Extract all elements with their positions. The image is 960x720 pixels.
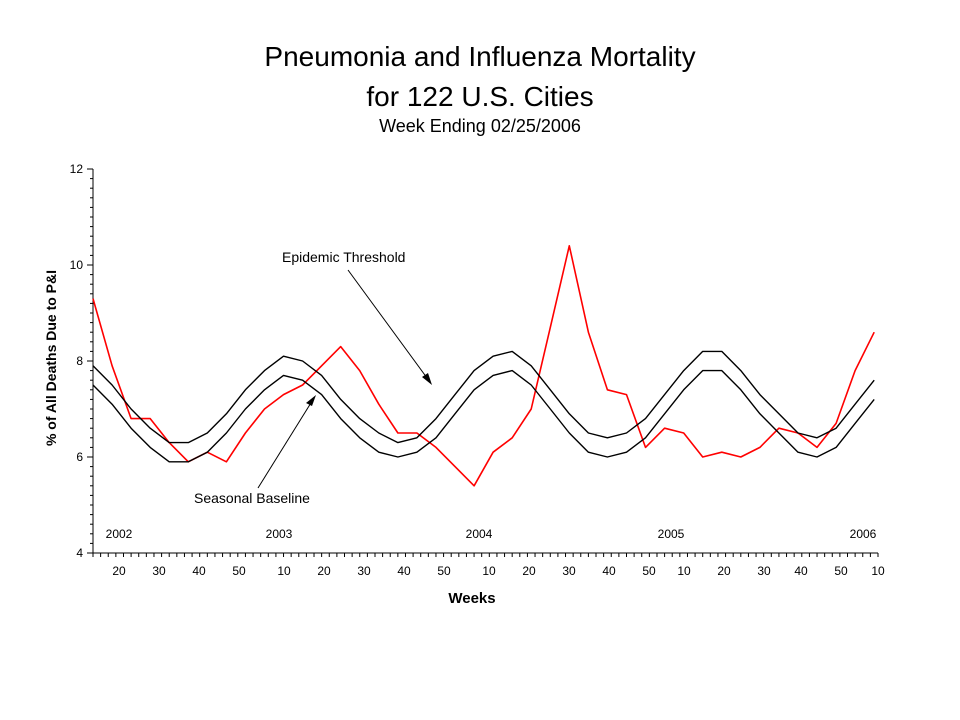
y-tick-label: 6 [76,450,83,464]
observed-line [92,245,875,487]
y-axis-label: % of All Deaths Due to P&I [43,270,59,446]
epidemic-threshold-arrow [347,269,431,383]
y-tick-label: 10 [70,258,84,272]
x-tick-label: 50 [437,564,451,578]
plot-area: 4 6 8 10 12 20 30 40 50 10 20 30 40 50 10 20 30 40 50 10 20 3… [70,162,885,578]
seasonal-baseline-annotation: Seasonal Baseline [194,490,310,506]
x-tick-label: 20 [522,564,536,578]
chart-title-line2: for 122 U.S. Cities [366,81,593,112]
x-tick-label: 30 [562,564,576,578]
x-tick-label: 20 [112,564,126,578]
seasonal-baseline-line [92,369,875,463]
x-tick-label: 50 [642,564,656,578]
seasonal-baseline-arrow [257,397,315,489]
chart-subtitle: Week Ending 02/25/2006 [379,116,581,136]
x-tick-label: 40 [192,564,206,578]
x-tick-label: 50 [834,564,848,578]
epidemic-threshold-line [92,350,875,444]
epidemic-threshold-annotation: Epidemic Threshold [282,249,405,265]
x-tick-label: 30 [152,564,166,578]
x-tick-label: 40 [397,564,411,578]
x-tick-label: 30 [757,564,771,578]
year-label: 2004 [466,527,493,541]
x-tick-label: 40 [794,564,808,578]
x-tick-label: 10 [482,564,496,578]
epidemic-threshold-arrowhead [422,373,432,385]
year-label: 2006 [850,527,877,541]
x-tick-label: 40 [602,564,616,578]
x-tick-label: 30 [357,564,371,578]
x-axis-label: Weeks [448,590,495,607]
chart-title-line1: Pneumonia and Influenza Mortality [264,41,695,72]
seasonal-baseline-arrowhead [306,395,316,406]
y-tick-label: 12 [70,162,84,176]
y-tick-label: 4 [76,546,83,560]
year-label: 2005 [658,527,685,541]
x-tick-label: 20 [317,564,331,578]
y-tick-label: 8 [76,354,83,368]
x-tick-label: 10 [677,564,691,578]
x-tick-label: 20 [717,564,731,578]
year-label: 2002 [106,527,133,541]
x-tick-label: 10 [871,564,885,578]
year-label: 2003 [266,527,293,541]
x-tick-label: 50 [232,564,246,578]
x-tick-label: 10 [277,564,291,578]
